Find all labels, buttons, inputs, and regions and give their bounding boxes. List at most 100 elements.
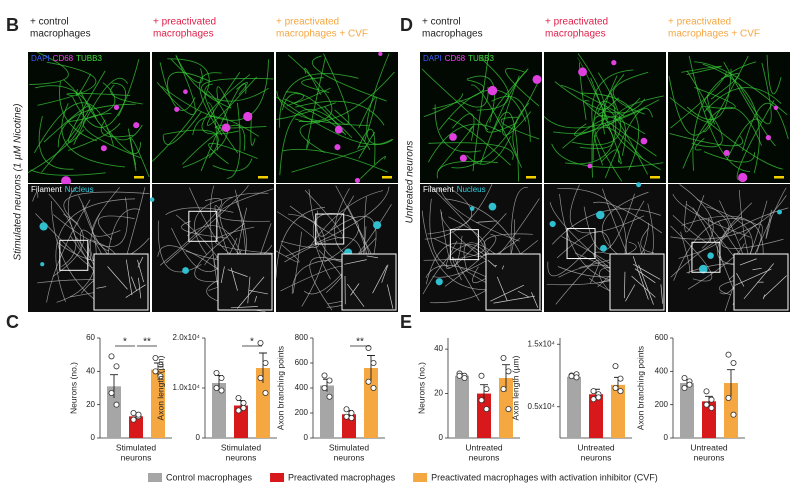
- neurite: [35, 85, 97, 119]
- neurite: [434, 104, 481, 153]
- cell: [596, 210, 605, 220]
- neurite: [366, 255, 378, 259]
- neurite: [125, 284, 146, 298]
- data-point: [500, 386, 507, 393]
- cell: [636, 182, 642, 188]
- data-point: [617, 375, 624, 382]
- data-point: [681, 384, 688, 391]
- x-axis-label: Untreated: [465, 442, 503, 452]
- neurite: [281, 93, 347, 136]
- neurite: [32, 192, 39, 202]
- neurite: [726, 118, 762, 161]
- y-tick-label: 0.5x10⁴: [528, 402, 556, 411]
- neurite: [125, 259, 133, 296]
- inset: [217, 253, 273, 311]
- y-tick-label: 1.0x10⁴: [173, 383, 201, 392]
- roi-box: [449, 229, 479, 261]
- cell: [459, 154, 467, 162]
- neurite: [46, 199, 91, 303]
- cell: [221, 123, 231, 132]
- data-point: [321, 372, 328, 379]
- inset: [341, 253, 397, 311]
- neurite: [30, 169, 106, 176]
- data-point: [505, 406, 512, 413]
- neurite: [68, 122, 121, 151]
- data-point: [568, 373, 575, 380]
- neurite: [171, 227, 238, 272]
- legend-label: Control macrophages: [166, 472, 253, 482]
- neurite: [734, 268, 772, 286]
- neurite: [742, 102, 789, 152]
- y-tick-label: 200: [295, 408, 309, 417]
- legend-label: Preactivated macrophages with activation…: [431, 472, 658, 482]
- y-tick-label: 200: [655, 400, 669, 409]
- neurite: [631, 275, 656, 298]
- bar: [589, 394, 603, 438]
- data-point: [130, 416, 137, 423]
- neurite: [204, 83, 239, 154]
- cell: [578, 67, 588, 77]
- neurite: [584, 100, 657, 157]
- error-bar: [367, 355, 375, 381]
- data-point: [218, 387, 225, 394]
- column-header: + preactivated: [276, 17, 339, 28]
- neurite: [301, 77, 330, 93]
- row-label: Untreated neurons: [405, 141, 416, 224]
- data-point: [152, 354, 159, 361]
- stain-label: Filament: [423, 185, 454, 194]
- neurite: [170, 58, 203, 84]
- neurite: [702, 63, 760, 174]
- neurite: [29, 51, 69, 85]
- neurite: [292, 231, 302, 294]
- neurite: [625, 284, 636, 302]
- neurite: [531, 292, 539, 308]
- neurite: [710, 73, 740, 100]
- y-tick-label: 0: [91, 433, 96, 442]
- neurite: [421, 68, 489, 131]
- neurite: [48, 193, 77, 268]
- stain-label: DAPI: [423, 54, 442, 63]
- neurite: [475, 220, 498, 223]
- neurite: [739, 223, 763, 253]
- data-point: [365, 344, 372, 351]
- neurite: [157, 220, 202, 273]
- y-tick-label: 0: [304, 433, 309, 442]
- data-point: [240, 399, 247, 406]
- cell: [354, 177, 361, 184]
- neurite: [59, 81, 98, 142]
- neurite: [640, 227, 654, 254]
- neurite: [137, 259, 144, 283]
- neurite: [574, 108, 643, 136]
- neurite: [236, 82, 248, 95]
- neurite: [703, 55, 749, 133]
- y-tick-label: 400: [295, 383, 309, 392]
- neurite: [670, 207, 789, 278]
- neurite: [721, 216, 784, 249]
- neurite: [670, 71, 727, 129]
- neurite: [579, 62, 587, 120]
- neurite: [512, 102, 530, 156]
- x-axis-label: Stimulated: [221, 442, 261, 452]
- neurite: [579, 122, 614, 149]
- neurite: [491, 96, 531, 142]
- stain-label: CD68: [53, 54, 74, 63]
- neurite: [679, 184, 714, 249]
- significance-label: *: [250, 337, 254, 348]
- neurite: [285, 91, 305, 107]
- neurite: [451, 78, 541, 169]
- neurite: [282, 148, 388, 173]
- neurite: [688, 55, 751, 172]
- neurite: [323, 53, 350, 125]
- neurite: [204, 253, 214, 266]
- row-label: Stimulated neurons (1 µM Nicotine): [13, 104, 24, 261]
- cell: [487, 85, 498, 96]
- y-axis-label: Neurons (no.): [416, 362, 426, 414]
- inset: [485, 253, 541, 311]
- data-point: [348, 414, 355, 421]
- data-point: [108, 353, 115, 360]
- x-axis-label: neurons: [581, 452, 612, 462]
- data-point: [257, 374, 264, 381]
- neurite: [70, 235, 92, 260]
- x-axis-label: neurons: [226, 452, 257, 462]
- neurite: [201, 78, 274, 109]
